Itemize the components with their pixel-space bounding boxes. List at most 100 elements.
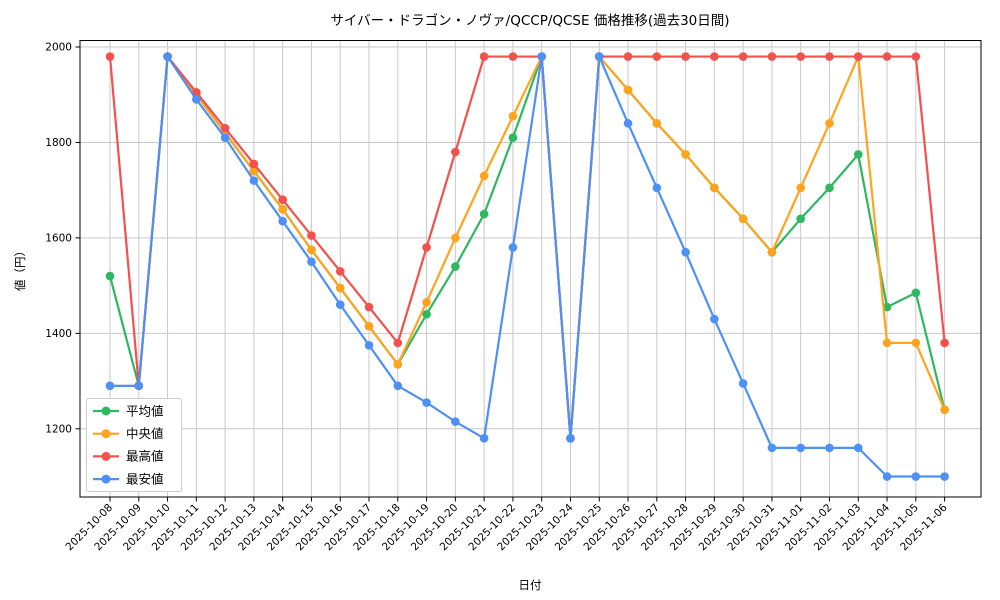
series-marker-median xyxy=(767,247,777,257)
series-marker-mean xyxy=(882,302,892,312)
series-marker-max xyxy=(105,52,115,61)
legend-marker-median xyxy=(101,429,111,439)
y-tick-label: 1400 xyxy=(45,328,72,340)
legend-box xyxy=(86,398,182,492)
series-marker-median xyxy=(422,298,431,307)
y-tick-label: 1200 xyxy=(45,424,72,436)
series-marker-median xyxy=(681,150,690,159)
series-marker-median xyxy=(882,338,892,348)
series-marker-min xyxy=(307,257,316,267)
series-marker-max xyxy=(796,52,806,61)
chart-title: サイバー・ドラゴン・ノヴァ/QCCP/QCSE 価格推移(過去30日間) xyxy=(330,12,729,29)
series-marker-min xyxy=(278,216,287,226)
series-marker-max xyxy=(422,243,431,252)
series-marker-mean xyxy=(105,271,115,281)
series-marker-min xyxy=(940,472,949,481)
series-marker-median xyxy=(508,111,518,121)
series-marker-mean xyxy=(911,288,921,298)
series-layer xyxy=(105,52,949,481)
series-marker-min xyxy=(825,443,834,453)
series-marker-max xyxy=(220,123,230,133)
series-marker-mean xyxy=(825,183,834,193)
grid-layer xyxy=(80,40,981,497)
series-marker-mean xyxy=(479,209,489,219)
series-marker-min xyxy=(479,434,489,443)
series-marker-min xyxy=(796,443,806,453)
series-marker-max xyxy=(335,267,345,276)
series-marker-median xyxy=(940,405,949,415)
series-marker-min xyxy=(566,434,575,443)
series-marker-min xyxy=(451,417,460,426)
series-marker-median xyxy=(278,204,287,214)
series-marker-mean xyxy=(508,133,518,142)
series-marker-min xyxy=(105,381,115,391)
legend-marker-max xyxy=(101,451,111,461)
series-marker-max xyxy=(681,52,690,61)
series-marker-median xyxy=(825,119,834,128)
y-tick-label: 1800 xyxy=(45,137,72,149)
series-marker-min xyxy=(882,472,892,481)
series-marker-min xyxy=(134,381,144,391)
series-marker-min xyxy=(767,443,777,453)
series-marker-median xyxy=(393,360,403,369)
series-marker-min xyxy=(163,52,172,61)
series-marker-min xyxy=(220,133,230,142)
series-marker-median xyxy=(364,321,374,331)
plot-border xyxy=(79,40,982,498)
series-marker-min xyxy=(652,183,662,193)
series-marker-min xyxy=(364,340,374,350)
series-marker-max xyxy=(882,52,892,61)
series-line-max xyxy=(108,55,946,440)
series-marker-max xyxy=(911,52,921,61)
series-marker-min xyxy=(508,243,518,252)
series-marker-median xyxy=(911,338,921,348)
series-marker-mean xyxy=(422,309,431,319)
series-marker-max xyxy=(825,52,834,61)
series-marker-max xyxy=(853,52,863,61)
series-marker-median xyxy=(249,166,259,176)
series-marker-min xyxy=(710,314,719,324)
legend-label-max: 最高値 xyxy=(126,449,164,464)
series-marker-median xyxy=(451,233,460,243)
series-marker-min xyxy=(537,52,546,61)
series-marker-max xyxy=(738,52,748,61)
series-marker-min xyxy=(335,300,345,310)
series-marker-min xyxy=(422,398,431,407)
y-axis-label: 値（円） xyxy=(13,245,27,291)
series-marker-median xyxy=(738,214,748,224)
series-marker-max xyxy=(393,338,403,348)
series-marker-median xyxy=(479,171,489,181)
legend-marker-min xyxy=(101,474,111,484)
series-marker-max xyxy=(767,52,777,61)
legend-label-mean: 平均値 xyxy=(126,403,164,418)
series-marker-max xyxy=(307,231,316,240)
series-marker-min xyxy=(911,472,921,481)
series-marker-max xyxy=(364,302,374,312)
series-marker-min xyxy=(853,443,863,453)
series-marker-mean xyxy=(796,214,806,224)
y-tick-label: 2000 xyxy=(45,42,72,54)
series-marker-min xyxy=(594,52,604,61)
series-marker-median xyxy=(652,119,662,128)
series-marker-max xyxy=(623,52,633,61)
series-marker-min xyxy=(192,95,201,104)
legend-label-min: 最安値 xyxy=(126,471,164,486)
series-marker-median xyxy=(335,283,345,293)
series-marker-max xyxy=(940,338,949,348)
series-marker-min xyxy=(738,379,748,388)
legend-label-median: 中央値 xyxy=(126,426,164,441)
series-marker-max xyxy=(652,52,662,61)
series-marker-median xyxy=(710,183,719,193)
series-line-median xyxy=(108,55,946,440)
series-marker-median xyxy=(307,245,316,255)
series-line-mean xyxy=(108,55,946,440)
series-marker-min xyxy=(623,119,633,128)
series-marker-max xyxy=(479,52,489,61)
series-marker-median xyxy=(623,85,633,95)
series-marker-min xyxy=(681,247,690,257)
series-marker-min xyxy=(393,381,403,391)
series-marker-mean xyxy=(853,150,863,159)
series-marker-max xyxy=(249,159,259,169)
series-marker-max xyxy=(278,195,287,205)
